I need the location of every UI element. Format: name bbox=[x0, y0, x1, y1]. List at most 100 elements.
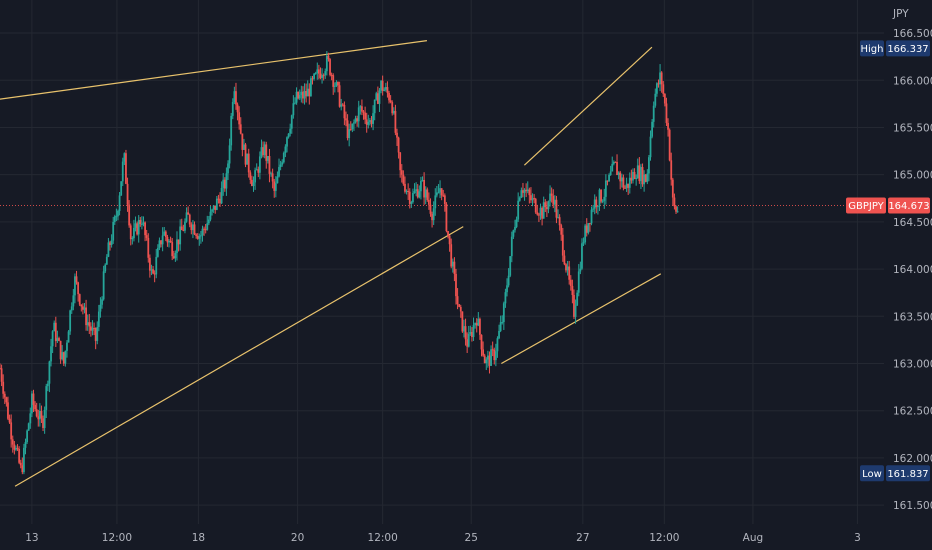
candle-body bbox=[2, 381, 5, 394]
candle bbox=[59, 340, 62, 364]
candle-body bbox=[276, 176, 279, 184]
candle-body bbox=[251, 179, 253, 186]
candle bbox=[670, 152, 673, 186]
candle-body bbox=[182, 230, 185, 232]
candle-body bbox=[386, 87, 389, 93]
candle bbox=[3, 391, 6, 404]
candle-body bbox=[139, 220, 142, 225]
candle bbox=[273, 178, 276, 198]
candle-body bbox=[651, 121, 654, 137]
candle-body bbox=[145, 235, 148, 238]
candle-body bbox=[238, 112, 241, 125]
x-tick-label: 27 bbox=[576, 532, 589, 544]
candle bbox=[386, 81, 389, 98]
candle bbox=[0, 364, 3, 387]
symbol-label-bg bbox=[846, 197, 886, 214]
candle bbox=[663, 93, 666, 107]
candle bbox=[450, 238, 453, 269]
candle bbox=[461, 311, 464, 333]
candle bbox=[547, 200, 550, 214]
low-label: Low bbox=[862, 469, 882, 480]
candle-body bbox=[233, 91, 236, 103]
candle bbox=[212, 205, 215, 213]
candle bbox=[141, 216, 143, 230]
candle-body bbox=[295, 91, 298, 103]
candle bbox=[640, 163, 642, 190]
candle-body bbox=[456, 296, 459, 305]
candle-body bbox=[450, 244, 453, 267]
candle bbox=[648, 154, 650, 182]
candle-body bbox=[190, 224, 193, 231]
candle-body bbox=[427, 199, 430, 205]
candle-body bbox=[660, 72, 663, 85]
candle-body bbox=[254, 170, 257, 183]
candle bbox=[43, 406, 46, 434]
candle bbox=[620, 173, 623, 188]
candle-body bbox=[72, 295, 75, 307]
candle bbox=[314, 71, 317, 75]
candle bbox=[354, 115, 357, 124]
candle-body bbox=[549, 193, 551, 202]
candle bbox=[42, 415, 44, 432]
candle-body bbox=[380, 80, 382, 91]
candle bbox=[286, 136, 288, 153]
candle bbox=[94, 327, 97, 350]
grid bbox=[0, 0, 884, 524]
candle-body bbox=[180, 226, 183, 231]
candle-body bbox=[185, 212, 188, 222]
candle bbox=[246, 153, 249, 165]
candle bbox=[163, 226, 166, 236]
candle-body bbox=[415, 189, 418, 192]
candle bbox=[97, 304, 100, 332]
candle bbox=[155, 249, 158, 279]
candle-body bbox=[286, 137, 288, 147]
candle bbox=[504, 288, 507, 308]
candle-body bbox=[477, 318, 480, 326]
candle bbox=[384, 82, 387, 92]
candle-body bbox=[302, 91, 304, 99]
candle-body bbox=[604, 180, 607, 197]
candle bbox=[228, 138, 231, 169]
candle bbox=[493, 347, 496, 365]
candle-body bbox=[536, 212, 539, 215]
candle-body bbox=[493, 349, 496, 361]
candle bbox=[281, 159, 284, 167]
candle bbox=[66, 340, 68, 358]
candle bbox=[542, 196, 545, 219]
candle-body bbox=[343, 104, 346, 119]
candle bbox=[587, 223, 590, 235]
candle bbox=[427, 192, 430, 210]
candle bbox=[345, 111, 347, 127]
candle-body bbox=[282, 152, 285, 163]
candle-body bbox=[102, 271, 105, 300]
candle-body bbox=[42, 418, 44, 428]
candle-body bbox=[381, 80, 384, 91]
candle bbox=[120, 181, 123, 196]
candle bbox=[34, 401, 36, 412]
candle-body bbox=[407, 190, 410, 192]
candle-body bbox=[643, 174, 646, 185]
candle-body bbox=[611, 163, 614, 172]
candle bbox=[117, 209, 119, 221]
candle bbox=[23, 443, 25, 475]
candle bbox=[596, 205, 599, 215]
candle bbox=[88, 313, 91, 334]
y-tick-label: 162.500 bbox=[893, 406, 932, 418]
candle-body bbox=[445, 203, 448, 232]
candle-body bbox=[112, 222, 115, 241]
candle-body bbox=[412, 193, 414, 203]
candle-body bbox=[187, 212, 190, 215]
candle bbox=[598, 188, 601, 211]
candle bbox=[235, 82, 237, 110]
candle bbox=[364, 106, 367, 124]
candle bbox=[247, 148, 250, 178]
candle bbox=[46, 380, 49, 392]
candle-body bbox=[520, 190, 523, 198]
candle bbox=[152, 266, 154, 275]
candle bbox=[625, 177, 628, 192]
candle bbox=[435, 185, 438, 198]
candle-body bbox=[207, 219, 210, 224]
candle bbox=[40, 405, 43, 424]
